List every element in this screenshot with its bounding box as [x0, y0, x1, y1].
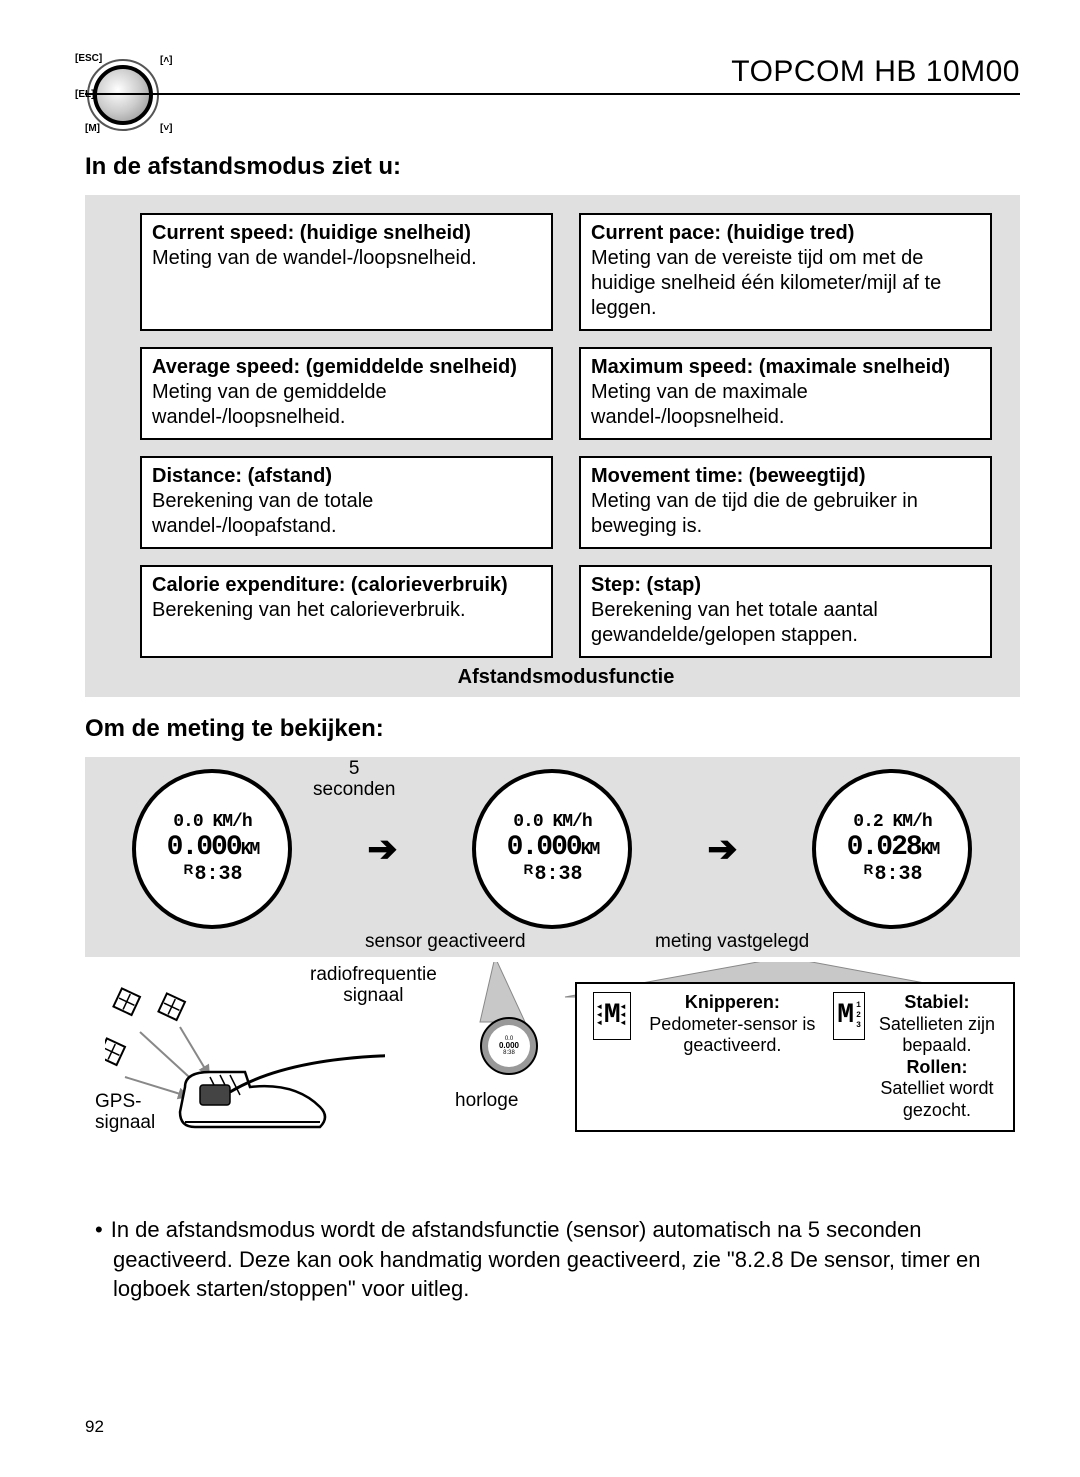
watch-face-icon: 0.2 KM/h 0.028KM ᴿ8:38 [812, 769, 972, 929]
stabiel-rollen-text: Stabiel: Satellieten zijn bepaald. Rolle… [871, 992, 1003, 1122]
watch-diagram-panel: 5seconden 0.0 KM/h 0.000KM ᴿ8:38 ➔ 0.0 K… [85, 757, 1020, 957]
box-title: Distance: (afstand) [152, 465, 332, 487]
watch-top-value: 0.0 KM/h [513, 812, 591, 832]
lower-diagram: radiofrequentiesignaal GPS-signaal horlo… [85, 962, 1020, 1187]
mode-box: Current speed: (huidige snelheid) Meting … [140, 213, 553, 331]
knipperen-text: Knipperen: Pedometer-sensor is geactivee… [637, 992, 827, 1057]
document-title: TOPCOM HB 10M00 [731, 55, 1020, 89]
shoe-illustration-icon [105, 987, 385, 1157]
box-title: Maximum speed: (maximale snelheid) [591, 356, 950, 378]
watch-top-value: 0.0 KM/h [173, 812, 251, 832]
body-paragraph: •In de afstandsmodus wordt de afstandsfu… [85, 1215, 1020, 1304]
mode-box: Current pace: (huidige tred) Meting van d… [579, 213, 992, 331]
box-title: Movement time: (beweegtijd) [591, 465, 865, 487]
mode-box: Distance: (afstand) Berekening van de tot… [140, 456, 553, 549]
box-title: Current pace: (huidige tred) [591, 222, 854, 244]
box-body: Meting van de maximale wandel-/loopsnelh… [591, 381, 808, 428]
watch-bot-value: ᴿ8:38 [182, 863, 242, 886]
header-rule [85, 93, 1020, 95]
watch-mid-value: 0.000KM [167, 832, 259, 863]
watch-face-icon: 0.0 KM/h 0.000KM ᴿ8:38 [132, 769, 292, 929]
modes-panel: Current speed: (huidige snelheid) Meting … [85, 195, 1020, 697]
knob-down-label: [˅] [160, 123, 173, 134]
horloge-label: horloge [455, 1090, 518, 1112]
m-indicator-icon: ◄◄◄ M ◄◄◄ [593, 992, 631, 1040]
box-body: Berekening van het totale aantal gewande… [591, 599, 878, 646]
page-header: [ESC] [EL] [M] [˄] [˅] TOPCOM HB 10M00 [85, 55, 1020, 145]
box-body: Meting van de vereiste tijd om met de hu… [591, 247, 941, 319]
box-body: Berekening van het calorieverbruik. [152, 599, 466, 621]
knob-m-label: [M] [85, 123, 100, 134]
section1-heading: In de afstandsmodus ziet u: [85, 153, 1020, 181]
watch-face-icon: 0.0 KM/h 0.000KM ᴿ8:38 [472, 769, 632, 929]
diagram-caption-meting: meting vastgelegd [655, 931, 809, 953]
mode-box: Maximum speed: (maximale snelheid) Meting… [579, 347, 992, 440]
knob-esc-label: [ESC] [75, 53, 102, 64]
diagram-caption-sensor: sensor geactiveerd [365, 931, 526, 953]
m-indicator-icon: M 123 [833, 992, 865, 1040]
arrow-icon: ➔ [367, 828, 397, 870]
section2-heading: Om de meting te bekijken: [85, 715, 1020, 743]
watch-mid-value: 0.000KM [507, 832, 599, 863]
arrow-icon: ➔ [707, 828, 737, 870]
watch-top-value: 0.2 KM/h [853, 812, 931, 832]
box-title: Current speed: (huidige snelheid) [152, 222, 471, 244]
box-body: Meting van de gemiddelde wandel-/loopsne… [152, 381, 387, 428]
watch-mid-value: 0.028KM [847, 832, 939, 863]
knob-up-label: [˄] [160, 55, 173, 66]
modes-grid: Current speed: (huidige snelheid) Meting … [140, 213, 992, 658]
box-title: Step: (stap) [591, 574, 701, 596]
box-body: Meting van de tijd die de gebruiker in b… [591, 490, 918, 537]
box-body: Berekening van de totale wandel-/loopafs… [152, 490, 373, 537]
page-number: 92 [85, 1417, 104, 1437]
small-watch-icon: 0.00.0008:38 [480, 1017, 538, 1075]
box-body: Meting van de wandel-/loopsnelheid. [152, 247, 477, 269]
mode-box: Movement time: (beweegtijd) Meting van de… [579, 456, 992, 549]
mode-box: Average speed: (gemiddelde snelheid) Meti… [140, 347, 553, 440]
watch-bot-value: ᴿ8:38 [522, 863, 582, 886]
box-title: Calorie expenditure: (calorieverbruik) [152, 574, 508, 596]
mode-box: Calorie expenditure: (calorieverbruik) Be… [140, 565, 553, 658]
panel-caption: Afstandsmodusfunctie [140, 666, 992, 689]
mode-box: Step: (stap) Berekening van het totale aa… [579, 565, 992, 658]
info-callout-box: ◄◄◄ M ◄◄◄ Knipperen: Pedometer-sensor is… [575, 982, 1015, 1132]
box-title: Average speed: (gemiddelde snelheid) [152, 356, 517, 378]
watch-knob-icon: [ESC] [EL] [M] [˄] [˅] [75, 55, 185, 145]
watch-bot-value: ᴿ8:38 [862, 863, 922, 886]
